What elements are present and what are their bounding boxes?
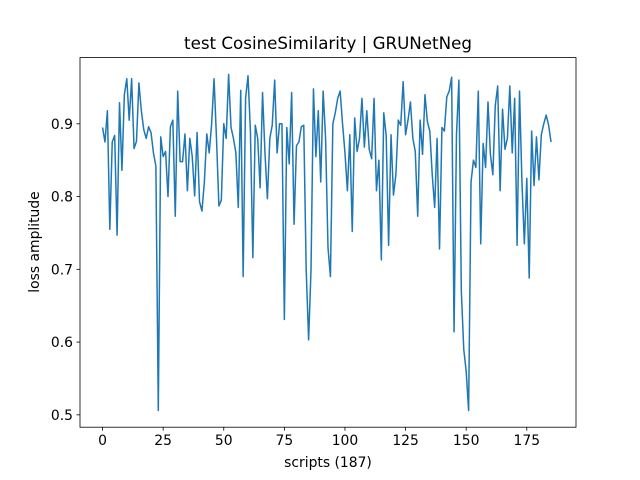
x-tick-label: 125 [392,433,419,449]
x-tick-label: 150 [453,433,480,449]
x-tick-label: 75 [276,433,294,449]
x-axis-label: scripts (187) [284,455,372,471]
y-tick-label: 0.7 [51,262,73,278]
y-tick-label: 0.6 [51,335,73,351]
chart-title: test CosineSimilarity | GRUNetNeg [184,33,472,53]
x-tick-label: 50 [215,433,233,449]
y-axis-label: loss amplitude [27,191,43,292]
y-tick-label: 0.5 [51,408,73,424]
x-tick-label: 0 [98,433,107,449]
x-tick-label: 25 [154,433,172,449]
x-tick-label: 175 [514,433,541,449]
y-tick-label: 0.8 [51,190,73,206]
data-line [101,73,552,412]
x-tick-label: 100 [332,433,359,449]
y-tick-label: 0.9 [51,117,73,133]
plot-frame [79,57,577,428]
